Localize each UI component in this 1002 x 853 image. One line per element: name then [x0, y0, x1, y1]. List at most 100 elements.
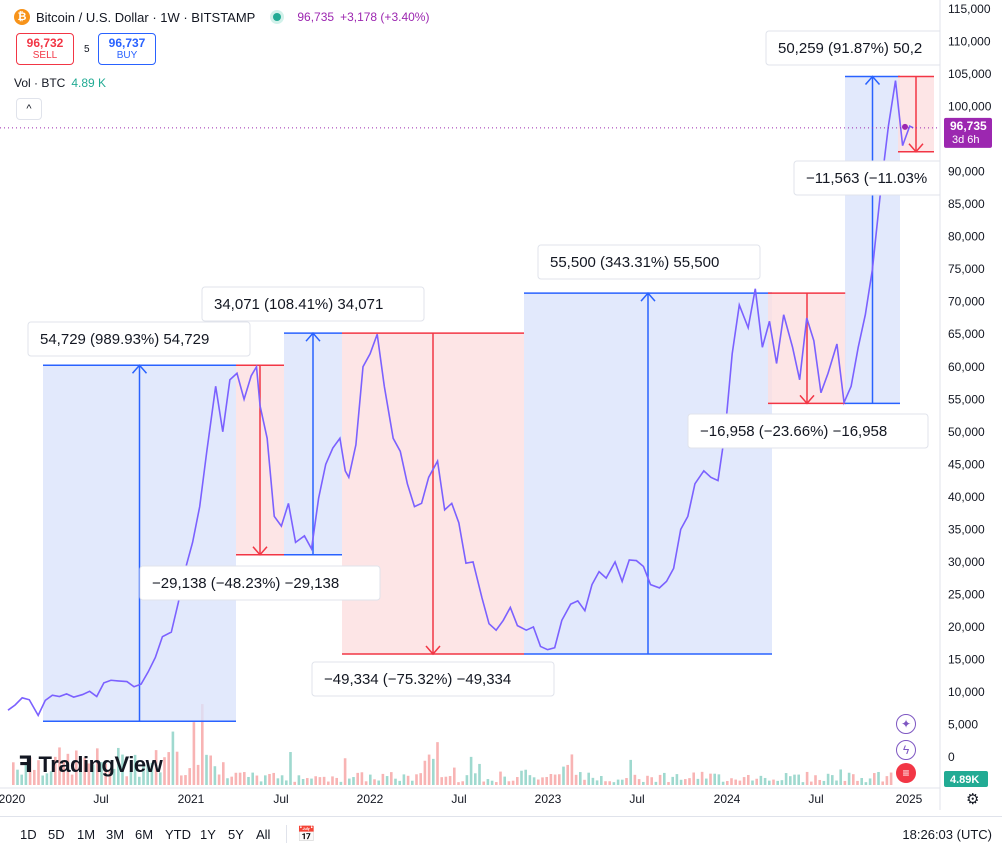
- volume-bar: [192, 722, 196, 785]
- volume-bar: [171, 731, 175, 785]
- price-tick-label: 10,000: [948, 685, 985, 699]
- logo-text: TradingView: [38, 752, 163, 777]
- last-price-value: 96,735: [950, 119, 987, 133]
- volume-bar: [276, 778, 280, 785]
- volume-bar: [835, 780, 838, 785]
- volume-bar: [499, 771, 502, 785]
- volume-legend: Vol · BTC 4.89 K: [14, 76, 106, 90]
- volume-bar: [881, 781, 884, 785]
- volume-bar: [528, 775, 532, 785]
- volume-bar: [247, 776, 250, 785]
- volume-bar: [810, 781, 813, 785]
- time-tick-label: Jul: [808, 792, 823, 806]
- volume-bar: [684, 779, 687, 785]
- symbol-title[interactable]: Bitcoin / U.S. Dollar · 1W · BITSTAMP: [36, 9, 256, 25]
- range-all[interactable]: All: [256, 827, 271, 842]
- volume-bar: [490, 780, 494, 785]
- clock-timezone[interactable]: 18:26:03 (UTC): [902, 827, 992, 842]
- last-price-dot: [902, 123, 908, 130]
- measure-up-5: [524, 291, 772, 655]
- lightning-icon[interactable]: ϟ: [896, 740, 916, 760]
- volume-bar: [574, 774, 578, 785]
- volume-bar: [553, 774, 557, 785]
- volume-bar: [301, 778, 305, 785]
- tradingview-logo[interactable]: ꟻ TradingView: [18, 752, 163, 778]
- volume-bar: [150, 762, 154, 785]
- volume-bar: [129, 770, 133, 785]
- settings-gear-icon[interactable]: ⚙: [966, 791, 980, 808]
- measure-label-box: −29,138 (−48.23%) −29,138: [139, 565, 381, 601]
- volume-bar: [209, 755, 212, 785]
- sparkle-icon[interactable]: ✦: [896, 714, 916, 734]
- calendar-goto-icon[interactable]: 📅: [297, 826, 316, 843]
- time-tick-label: 2022: [357, 792, 384, 806]
- volume-bar: [461, 781, 464, 785]
- volume-bar: [558, 774, 561, 785]
- symbol-header[interactable]: ₿ Bitcoin / U.S. Dollar · 1W · BITSTAMP …: [14, 6, 429, 28]
- us-flag-icon[interactable]: ≡: [896, 763, 916, 783]
- volume-bar: [385, 776, 389, 785]
- range-1y[interactable]: 1Y: [200, 827, 216, 842]
- measure-label: −11,563 (−11.03%: [806, 170, 927, 187]
- volume-bar: [667, 782, 670, 785]
- volume-bar: [49, 771, 53, 785]
- buy-price: 96,737: [108, 36, 146, 50]
- volume-bar: [272, 772, 275, 785]
- time-tick-label: Jul: [629, 792, 644, 806]
- volume-bar: [608, 781, 611, 785]
- measure-up-3: [284, 332, 342, 556]
- volume-bar: [751, 780, 754, 785]
- volume-label: Vol · BTC: [14, 76, 66, 90]
- price-tick-label: 85,000: [948, 197, 985, 211]
- volume-bar: [801, 782, 805, 785]
- measure-label: 54,729 (989.93%) 54,729: [40, 331, 209, 348]
- measure-arrowhead: [640, 291, 656, 302]
- volume-bar: [104, 763, 107, 785]
- volume-bar: [205, 754, 208, 785]
- volume-bar: [570, 754, 574, 785]
- volume-bar: [717, 774, 721, 785]
- volume-bar: [579, 772, 582, 785]
- volume-bar: [440, 777, 443, 785]
- volume-bar: [726, 780, 729, 785]
- range-6m[interactable]: 6M: [135, 827, 154, 842]
- range-3m[interactable]: 3M: [106, 827, 125, 842]
- range-1d[interactable]: 1D: [20, 827, 37, 842]
- volume-bar: [432, 758, 435, 785]
- volume-bar: [188, 768, 191, 785]
- volume-bar: [24, 764, 28, 785]
- volume-bar: [730, 778, 733, 785]
- measure-arrowhead: [131, 364, 148, 374]
- measure-up-1: [43, 364, 236, 722]
- range-5d[interactable]: 5D: [48, 827, 65, 842]
- tradingview-mark-icon: ꟻ: [18, 752, 33, 777]
- volume-bar: [600, 776, 603, 785]
- volume-bar: [91, 764, 95, 785]
- range-1m[interactable]: 1M: [77, 827, 96, 842]
- volume-bar: [549, 774, 553, 785]
- volume-bar: [604, 781, 607, 785]
- sell-button[interactable]: 96,732 SELL: [16, 33, 74, 65]
- measure-arrowhead: [305, 332, 321, 342]
- volume-bar: [138, 776, 141, 785]
- volume-bar: [633, 774, 637, 785]
- range-ytd[interactable]: YTD: [165, 827, 191, 842]
- volume-bar: [20, 774, 23, 785]
- buy-button[interactable]: 96,737 BUY: [98, 33, 156, 65]
- volume-bar: [663, 772, 666, 785]
- range-5y[interactable]: 5Y: [228, 827, 244, 842]
- bitcoin-icon: ₿: [14, 9, 30, 25]
- price-tick-label: 25,000: [948, 587, 985, 601]
- collapse-legend-button[interactable]: ^: [16, 98, 42, 120]
- volume-bar: [251, 772, 254, 785]
- volume-bar: [100, 762, 103, 785]
- volume-bar: [658, 774, 662, 785]
- volume-bar: [16, 769, 19, 785]
- volume-bar: [339, 781, 343, 785]
- volume-bar: [297, 775, 301, 785]
- buy-label: BUY: [116, 50, 138, 61]
- measure-label-box: −11,563 (−11.03%: [793, 160, 943, 196]
- volume-bar: [12, 762, 15, 785]
- volume-bar: [864, 782, 868, 785]
